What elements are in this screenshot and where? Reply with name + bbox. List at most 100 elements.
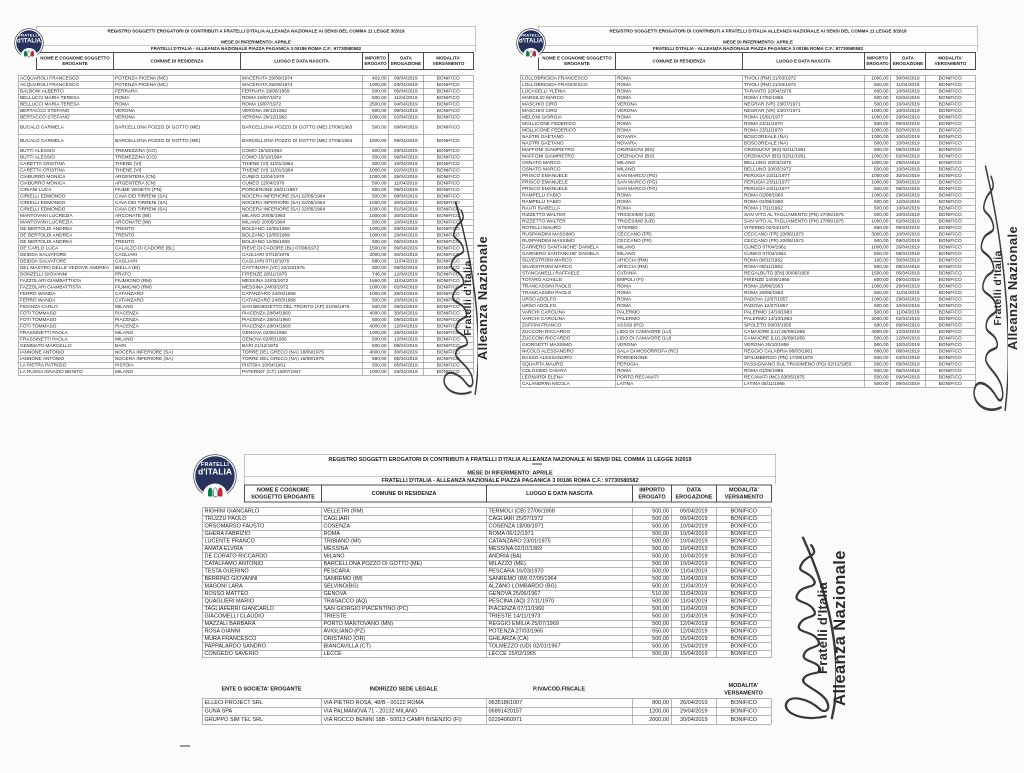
payment-method: BONIFICO xyxy=(423,120,474,135)
table-row: LOLLOBRIGIDA FRANCESCO ROMA TIVOLI (RM) 21… xyxy=(520,81,976,89)
birthplace-birthdate: REGGIO EMILIA 25/07/1969 xyxy=(486,620,633,629)
amount-donated: 500,00 xyxy=(632,515,672,524)
column-header-method: MODALITA' VERSAMENTO xyxy=(423,52,474,71)
donor-name: TAGLIAFERRI GIANCARLO xyxy=(202,605,322,614)
company-name: ELLECI PROJECT SRL xyxy=(202,698,322,708)
legal-address: VIA ROCCO BENINI 18B - 50013 CAMPI BISEN… xyxy=(321,715,487,725)
column-header-empty-date xyxy=(671,681,716,697)
donor-name: LA RUSSA IGNAZIO BENITO xyxy=(18,368,114,376)
donors-table: ACQUAROLI FRANCESCO POTENZA PICENA (MC) MA… xyxy=(18,75,474,376)
column-header-row: NOME E COGNOME SOGGETTO EROGANTE COMUNE … xyxy=(36,52,474,71)
company-name: GRUPPO SIM TEL SRL xyxy=(202,715,322,725)
table-row: CIRIELLI EDMONDO CAVA DEI TIRRENI (SA) NOC… xyxy=(18,193,474,201)
donation-date: 11/04/2019 xyxy=(671,575,717,584)
column-header-method: MODALITA' VERSAMENTO xyxy=(724,682,763,696)
donation-date: 09/04/2019 xyxy=(671,515,717,524)
residence-city: PORTO MANTOVANO (MN) xyxy=(321,620,487,629)
table-row: STANCANELLI RAFFAELE CATANIA REGALBUTO (EN… xyxy=(520,270,976,278)
tricolor-flame-icon xyxy=(522,48,540,58)
register-individuals-page-2: FRATELLI d'ITALIA REGISTRO SOGGETTI EROG… xyxy=(517,26,1024,749)
table-row: GUNA SPA VIA PALMANOVA 71 - 20132 MILANO 0… xyxy=(202,706,772,716)
table-row: URSO ADOLFO ROMA PADOVA 12/07/1957 500,00 10… xyxy=(520,302,976,310)
donor-name: GIACOMELLI CLAUDIO xyxy=(202,612,322,621)
birthplace-birthdate: GENOVA 25/06/1967 xyxy=(486,590,633,599)
logo-text-bottom: d'ITALIA xyxy=(198,467,232,477)
companies-column-header-cells: ENTE O SOCIETA' EROGANTE INDIRIZZO SEDE … xyxy=(202,681,771,697)
birthplace-birthdate: SANREMO (IM) 07/05/1964 xyxy=(486,575,633,584)
amount-donated: 500,00 xyxy=(632,537,672,546)
donation-date: 09/04/2019 xyxy=(388,134,424,149)
register-title-box: REGISTRO SOGGETTI EROGATORI DI CONTRIBUT… xyxy=(36,26,476,53)
donation-date: 11/04/2019 xyxy=(671,590,717,599)
payment-method: BONIFICO xyxy=(716,560,772,569)
amount-donated: 500,00 xyxy=(632,507,672,516)
birthplace-birthdate: BARCELLONA POZZO DI GOTTO (ME) 27/06/196… xyxy=(240,134,363,149)
donation-date: 11/04/2019 xyxy=(671,605,717,614)
fratelli-ditalia-logo: FRATELLI d'ITALIA xyxy=(15,29,43,58)
column-header-amount: IMPORTO EROGATO xyxy=(632,484,672,503)
donation-date: 09/04/2019 xyxy=(388,120,424,135)
donor-name: BUCALO CARMELA xyxy=(18,120,114,135)
donor-name: CATALFAMO ANTONIO xyxy=(202,560,322,569)
table-row: GARNERO SANTANCHE' DANIELA MILANO CUNEO 07… xyxy=(520,250,976,258)
table-row: QUAGLIERI MARIO TRASACCO (AQ) PESCINA (AQ)… xyxy=(202,597,772,606)
table-row: BERRINO GIOVANNI SANREMO (IM) SANREMO (IM)… xyxy=(202,575,772,584)
column-header-birth: LUOGO E DATA NASCITA xyxy=(486,484,633,503)
table-row: TAGLIAFERRI GIANCARLO SAN GIORGIO PIACENT… xyxy=(202,605,772,614)
payment-method: BONIFICO xyxy=(716,507,772,516)
donation-date: 11/04/2019 xyxy=(671,597,717,606)
payment-method: BONIFICO xyxy=(716,582,772,591)
reference-month-line: MESE DI RIFERIMENTO: APRILE xyxy=(36,40,476,46)
donor-name: BUCALO CARMELA xyxy=(18,134,114,149)
scan-artifact-dash xyxy=(180,745,190,747)
amount-donated: 500,00 xyxy=(632,552,672,561)
table-row: ORSOMARSO FAUSTO COSENZA COSENZA 18/08/197… xyxy=(202,522,772,531)
table-row: RIGHINI GIANCARLO VELLETRI (RM) TERMOLI (C… xyxy=(202,507,772,516)
table-row: MURA FRANCESCO ORISTANO (OR) GHILARZA (CA)… xyxy=(202,635,772,644)
amount-donated: 500,00 xyxy=(632,530,672,539)
residence-city: SELVINO(BG) xyxy=(321,582,487,591)
donor-name: ROSSO MATTEO xyxy=(202,590,322,599)
amount-donated: 500,00 xyxy=(632,545,672,554)
column-header-residence: COMUNE DI RESIDENZA xyxy=(615,52,743,71)
payment-method: BONIFICO xyxy=(716,522,772,531)
birthplace-birthdate: ANDRIA (BA) xyxy=(486,552,633,561)
donor-name: MAGONI LARA xyxy=(202,582,322,591)
residence-city: TRIBIANO (MI) xyxy=(321,537,487,546)
column-header-method: MODALITA' VERSAMENTO xyxy=(925,52,976,71)
table-row: ZAFFINI FRANCO ASSISI (PG) SPOLETO 09/03/1… xyxy=(520,322,976,330)
donation-date: 10/04/2019 xyxy=(671,545,717,554)
amount-donated: 500,00 xyxy=(632,575,672,584)
table-row: GHERA FABRIZIO ROMA ROMA 06/12/1971 500,00 1… xyxy=(202,530,772,539)
birthplace-birthdate: SAN BENEDETTO DEL TRONTO (AP) 21/09/1976 xyxy=(240,303,363,311)
donor-name: DE CORATO RICCARDO xyxy=(202,552,322,561)
register-header: FRATELLI d'ITALIA REGISTRO SOGGETTI EROG… xyxy=(194,454,776,503)
birthplace-birthdate: PASSIGNANO SUL TRASIMENO (PG) 02/12/1953 xyxy=(742,361,865,369)
column-header-empty-amount xyxy=(632,681,671,697)
logo-text-top: FRATELLI xyxy=(520,33,542,38)
column-header-cells: NOME E COGNOME SOGGETTO EROGANTE COMUNE … xyxy=(538,52,976,71)
payment-method: BONIFICO xyxy=(716,552,772,561)
column-header-vat: P.IVA/COD.FISCALE xyxy=(532,686,586,693)
payment-method: BONIFICO xyxy=(716,642,772,651)
column-header-amount: IMPORTO EROGATO xyxy=(362,52,389,71)
payment-method: BONIFICO xyxy=(716,545,772,554)
table-row: BUCALO CARMELA BARCELLONA POZZO DI GOTTO … xyxy=(18,120,474,135)
party-address-line: FRATELLI D'ITALIA - ALLEANZA NAZIONALE P… xyxy=(652,46,864,52)
donor-name: DEL MASTRO DELLE VEDOVE ANDREA xyxy=(18,264,114,272)
donation-date: 15/04/2019 xyxy=(671,635,717,644)
column-header-residence: COMUNE DI RESIDENZA xyxy=(113,52,241,71)
amount-donated: 500,00 xyxy=(632,620,672,629)
column-header-amount: IMPORTO EROGATO xyxy=(864,52,891,71)
donation-date: 11/04/2019 xyxy=(671,582,717,591)
table-row: DE CORATO RICCARDO MILANO ANDRIA (BA) 500,0… xyxy=(202,552,772,561)
table-row: CONGEDO SAVERIO LECCE LECCE 15/02/1965 500,… xyxy=(202,650,772,659)
amount-donated: 510,00 xyxy=(632,590,672,599)
register-header: FRATELLI d'ITALIA REGISTRO SOGGETTI EROG… xyxy=(15,26,476,71)
residence-city: BIANCAVILLA (CT) xyxy=(321,642,487,651)
table-row: LA RUSSA IGNAZIO BENITO MILANO PATERNO' (C… xyxy=(18,368,474,376)
amount-donated: 500,00 xyxy=(632,522,672,531)
register-title: REGISTRO SOGGETTI EROGATORI DI CONTRIBUT… xyxy=(107,28,405,34)
birthplace-birthdate: PESCINA (AQ) 27/11/1970 xyxy=(486,597,633,606)
payment-method: BONIFICO xyxy=(716,635,772,644)
